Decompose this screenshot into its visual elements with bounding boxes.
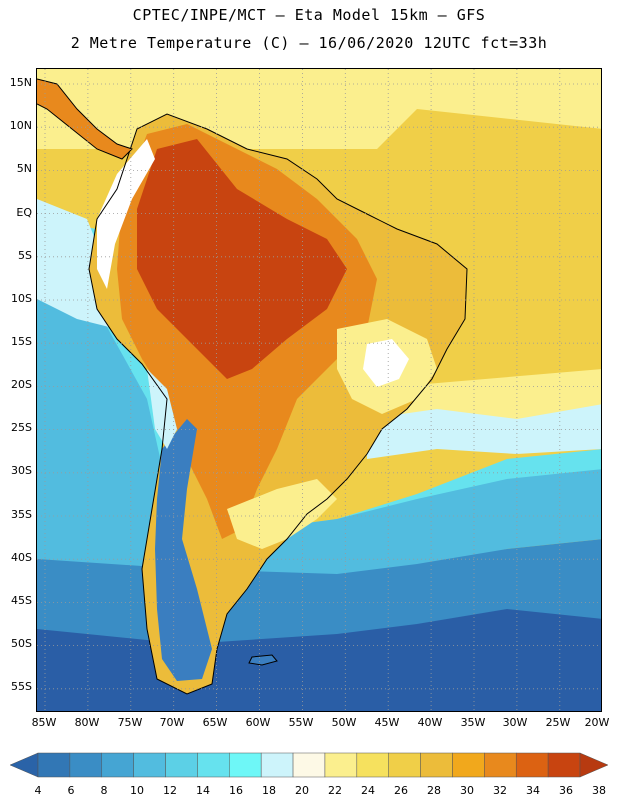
colorbar-swatch [324,752,358,778]
colorbar-swatch [420,752,453,778]
colorbar-swatch [292,752,326,778]
lon-label: 65W [202,716,228,729]
colorbar-swatch [356,752,389,778]
lat-label: EQ [16,206,32,219]
graticule [37,69,601,711]
lat-label: 20S [11,378,32,391]
colorbar-tick-label: 20 [295,784,309,797]
colorbar-swatch [165,752,198,778]
colorbar-tick-label: 4 [34,784,42,797]
colorbar-swatch [37,752,71,778]
land-mild-south [227,479,337,549]
central-america [37,79,132,159]
colorbar-swatch [515,752,549,778]
colorbar-tick-label: 38 [592,784,606,797]
colorbar-arrow-low [10,752,39,778]
colorbar-tick-label: 26 [394,784,408,797]
chart-title-line-2: 2 Metre Temperature (C) – 16/06/2020 12U… [70,34,548,52]
colorbar-arrow-high [579,752,608,778]
colorbar-swatch [452,752,485,778]
colorbar-swatch [547,752,581,778]
colorbar-tick-label: 6 [67,784,75,797]
colorbar-tick-label: 12 [163,784,177,797]
lat-label: 55S [11,680,32,693]
lon-label: 25W [545,716,571,729]
colorbar-swatch [69,752,103,778]
lat-label: 45S [11,594,32,607]
central-america-coast [37,78,133,160]
colorbar-tick-label: 28 [427,784,441,797]
lat-label: 10N [9,119,32,132]
colorbar-tick-label: 18 [262,784,276,797]
lat-label: 30S [11,464,32,477]
andes-central-highland [147,369,177,449]
lat-label: 15S [11,335,32,348]
colorbar-tick-label: 8 [100,784,108,797]
lat-label: 40S [11,551,32,564]
colorbar-tick-label: 22 [328,784,342,797]
chart-title-line-1: CPTEC/INPE/MCT – Eta Model 15km – GFS [132,6,486,24]
land-hot-zone [137,139,347,379]
lat-label: 25S [11,421,32,434]
colorbar-tick-label: 24 [361,784,375,797]
lat-label: 50S [11,637,32,650]
lon-label: 75W [117,716,143,729]
lon-label: 30W [502,716,528,729]
colorbar-tick-label: 16 [229,784,243,797]
lon-label: 35W [460,716,486,729]
lon-label: 80W [74,716,100,729]
colorbar-tick-label: 14 [196,784,210,797]
lon-label: 40W [417,716,443,729]
lat-label: 5N [16,162,32,175]
lon-label: 20W [584,716,610,729]
colorbar-tick-label: 34 [526,784,540,797]
lon-label: 60W [245,716,271,729]
colorbar-swatch [101,752,134,778]
falkland-coast [248,654,278,666]
lat-label: 10S [11,292,32,305]
lat-label: 15N [9,76,32,89]
colorbar-swatch [197,752,230,778]
lon-label: 50W [331,716,357,729]
highland-white [363,339,409,387]
lon-label: 85W [31,716,57,729]
lon-label: 70W [159,716,185,729]
colorbar-swatch [388,752,421,778]
colorbar [10,752,608,778]
colorbar-swatch [260,752,294,778]
temperature-map [36,68,602,712]
lon-label: 55W [288,716,314,729]
andes-cold-ridge [155,419,212,681]
lat-label: 5S [18,249,32,262]
ocean-mild-band [367,404,601,459]
colorbar-tick-label: 10 [130,784,144,797]
colorbar-swatch [484,752,517,778]
colorbar-tick-label: 30 [460,784,474,797]
colorbar-swatch [133,752,166,778]
colorbar-swatch [229,752,262,778]
colorbar-tick-label: 32 [493,784,507,797]
lon-label: 45W [374,716,400,729]
lat-label: 35S [11,508,32,521]
colorbar-tick-label: 36 [559,784,573,797]
